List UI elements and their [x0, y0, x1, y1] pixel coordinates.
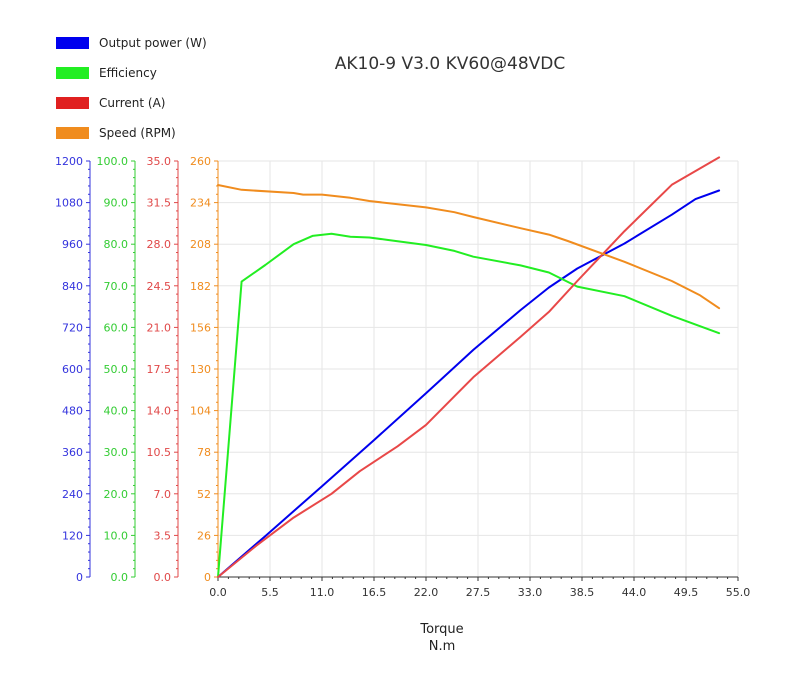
legend-swatch: [56, 67, 89, 79]
speed-axis-tick-label: 156: [190, 321, 211, 334]
efficiency-axis-tick-label: 90.0: [104, 197, 129, 210]
legend-label: Efficiency: [99, 66, 157, 80]
legend-label: Speed (RPM): [99, 126, 176, 140]
efficiency-axis-tick-label: 100.0: [97, 155, 129, 168]
legend-item-current[interactable]: Current (A): [56, 88, 207, 118]
speed-axis-tick-label: 260: [190, 155, 211, 168]
current-axis-tick-label: 35.0: [147, 155, 172, 168]
chart-title: AK10-9 V3.0 KV60@48VDC: [334, 54, 566, 74]
efficiency-axis-tick-label: 60.0: [104, 321, 129, 334]
speed-axis-tick-label: 104: [190, 405, 211, 418]
legend-label: Current (A): [99, 96, 166, 110]
power-axis-tick-label: 960: [62, 238, 83, 251]
power-axis-tick-label: 600: [62, 363, 83, 376]
speed-axis-tick-label: 130: [190, 363, 211, 376]
x-axis-label: Torque N.m: [392, 621, 492, 655]
efficiency-axis-tick-label: 80.0: [104, 238, 129, 251]
speed-axis-tick-label: 52: [197, 488, 211, 501]
power-axis-tick-label: 120: [62, 529, 83, 542]
efficiency-axis-tick-label: 20.0: [104, 488, 129, 501]
current-axis-tick-label: 3.5: [154, 529, 172, 542]
efficiency-axis-tick-label: 30.0: [104, 446, 129, 459]
power-axis-tick-label: 240: [62, 488, 83, 501]
legend-label: Output power (W): [99, 36, 207, 50]
current-axis-tick-label: 14.0: [147, 405, 172, 418]
x-axis-tick-label: 49.5: [674, 586, 699, 599]
power-axis-tick-label: 480: [62, 405, 83, 418]
current-axis-tick-label: 7.0: [154, 488, 172, 501]
efficiency-line: [217, 232, 721, 578]
efficiency-axis-tick-label: 50.0: [104, 363, 129, 376]
x-axis-tick-label: 27.5: [466, 586, 491, 599]
power-axis-tick-label: 1080: [55, 197, 83, 210]
efficiency-axis-tick-label: 0.0: [111, 571, 129, 584]
power-axis-tick-label: 1200: [55, 155, 83, 168]
legend-item-speed[interactable]: Speed (RPM): [56, 118, 207, 148]
speed-axis-tick-label: 208: [190, 238, 211, 251]
current-axis-tick-label: 31.5: [147, 197, 172, 210]
current-axis-tick-label: 10.5: [147, 446, 172, 459]
legend-item-output-power[interactable]: Output power (W): [56, 28, 207, 58]
x-axis-tick-label: 5.5: [261, 586, 279, 599]
current-axis-tick-label: 21.0: [147, 321, 172, 334]
x-axis-tick-label: 33.0: [518, 586, 543, 599]
power-axis-tick-label: 0: [76, 571, 83, 584]
speed-axis-tick-label: 182: [190, 280, 211, 293]
efficiency-axis-tick-label: 10.0: [104, 529, 129, 542]
efficiency-axis-tick-label: 40.0: [104, 405, 129, 418]
x-axis-tick-label: 55.0: [726, 586, 751, 599]
legend: Output power (W) Efficiency Current (A) …: [56, 28, 207, 148]
x-axis-title: Torque: [420, 622, 464, 637]
legend-item-efficiency[interactable]: Efficiency: [56, 58, 207, 88]
legend-swatch: [56, 127, 89, 139]
x-axis-tick-label: 44.0: [622, 586, 647, 599]
power-axis-tick-label: 720: [62, 321, 83, 334]
current-axis-tick-label: 28.0: [147, 238, 172, 251]
current-axis-tick-label: 17.5: [147, 363, 172, 376]
output-power-line: [217, 189, 721, 578]
speed-axis-tick-label: 78: [197, 446, 211, 459]
x-axis-tick-label: 11.0: [310, 586, 335, 599]
speed-axis-tick-label: 0: [204, 571, 211, 584]
x-axis-tick-label: 16.5: [362, 586, 387, 599]
speed-axis-tick-label: 234: [190, 197, 211, 210]
efficiency-axis-tick-label: 70.0: [104, 280, 129, 293]
x-axis-tick-label: 22.0: [414, 586, 439, 599]
power-axis-tick-label: 840: [62, 280, 83, 293]
legend-swatch: [56, 37, 89, 49]
x-axis-unit: N.m: [428, 639, 456, 654]
legend-swatch: [56, 97, 89, 109]
current-line: [217, 156, 721, 578]
speed-axis-tick-label: 26: [197, 529, 211, 542]
x-axis-tick-label: 38.5: [570, 586, 595, 599]
current-axis-tick-label: 0.0: [154, 571, 172, 584]
speed-line: [217, 184, 721, 310]
current-axis-tick-label: 24.5: [147, 280, 172, 293]
power-axis-tick-label: 360: [62, 446, 83, 459]
x-axis-tick-label: 0.0: [209, 586, 227, 599]
